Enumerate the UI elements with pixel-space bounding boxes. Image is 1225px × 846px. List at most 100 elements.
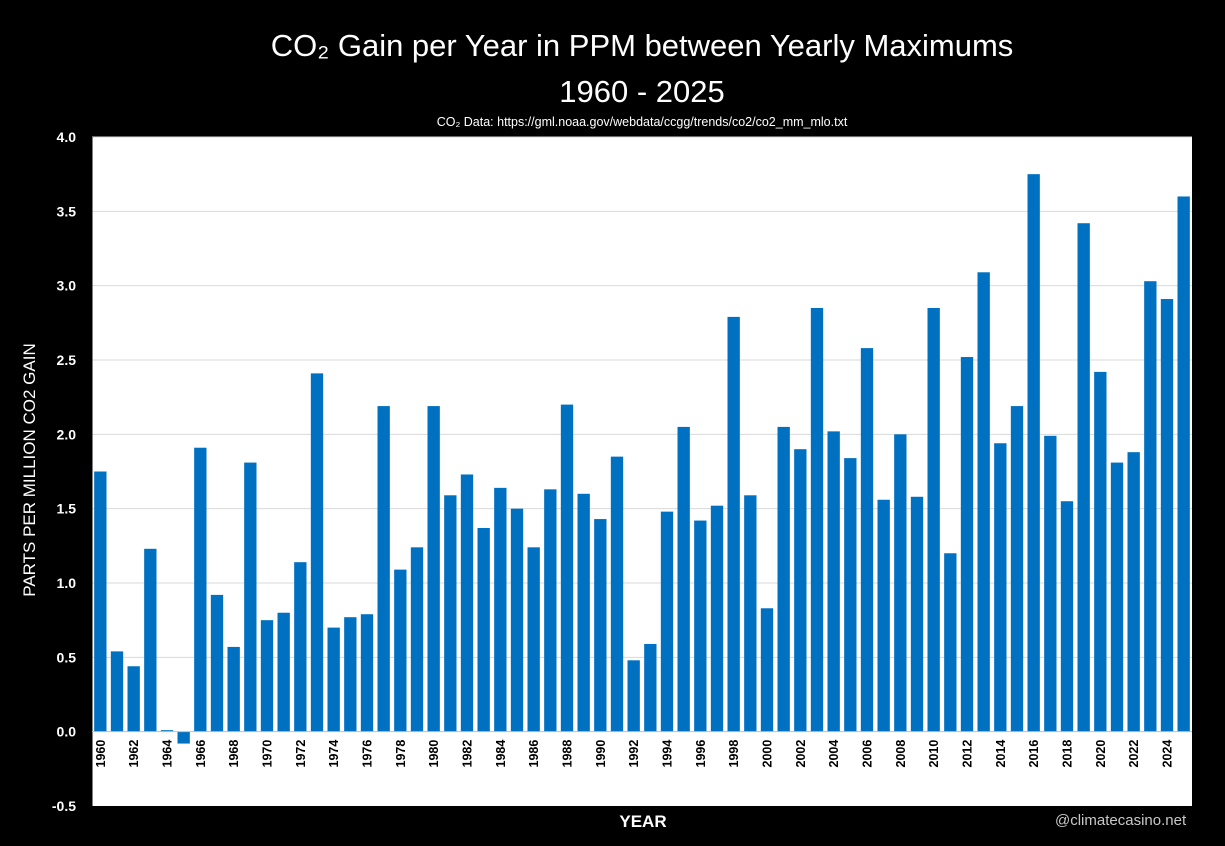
x-tick-label: 1974 bbox=[327, 740, 341, 768]
bar-1969 bbox=[244, 462, 257, 732]
bar-2025 bbox=[1177, 196, 1190, 732]
bar-1988 bbox=[560, 404, 574, 732]
bar-1990 bbox=[594, 519, 607, 732]
x-tick-label: 1988 bbox=[561, 740, 575, 768]
bar-1981 bbox=[444, 495, 457, 732]
x-tick-label: 2024 bbox=[1161, 740, 1175, 768]
bar-1974 bbox=[327, 627, 340, 732]
x-tick-label: 2018 bbox=[1061, 740, 1075, 768]
bar-1971 bbox=[277, 612, 290, 732]
bar-2006 bbox=[860, 348, 874, 732]
y-tick-label: 2.5 bbox=[57, 352, 77, 368]
bar-2005 bbox=[844, 458, 857, 732]
y-tick-label: 4.0 bbox=[57, 129, 77, 145]
y-tick-label: -0.5 bbox=[52, 798, 76, 814]
bar-1999 bbox=[744, 495, 757, 732]
bar-2020 bbox=[1094, 371, 1107, 732]
x-tick-label: 1976 bbox=[361, 740, 375, 768]
bar-2010 bbox=[927, 307, 940, 732]
bar-1966 bbox=[194, 447, 207, 732]
bar-1993 bbox=[644, 643, 657, 732]
x-tick-label: 1982 bbox=[461, 740, 475, 768]
bar-2007 bbox=[877, 499, 890, 732]
data-source-note: CO₂ Data: https://gml.noaa.gov/webdata/c… bbox=[436, 115, 848, 129]
watermark: @climatecasino.net bbox=[1055, 812, 1187, 829]
bar-2019 bbox=[1077, 223, 1090, 732]
bar-2000 bbox=[760, 608, 774, 732]
x-tick-label: 1990 bbox=[594, 740, 608, 768]
bar-2009 bbox=[910, 496, 924, 732]
bar-2002 bbox=[794, 449, 807, 732]
bar-2012 bbox=[960, 357, 974, 732]
x-tick-label: 1994 bbox=[661, 740, 675, 768]
bar-1963 bbox=[144, 548, 157, 732]
x-tick-label: 2008 bbox=[894, 740, 908, 768]
bar-1995 bbox=[677, 426, 690, 732]
y-tick-label: 1.5 bbox=[57, 501, 77, 517]
bar-1994 bbox=[660, 511, 674, 732]
bar-1980 bbox=[427, 406, 440, 732]
x-tick-label: 1998 bbox=[727, 740, 741, 768]
bar-1992 bbox=[627, 660, 640, 732]
bars bbox=[94, 174, 1190, 744]
x-tick-label: 2022 bbox=[1127, 740, 1141, 768]
x-tick-label: 1996 bbox=[694, 740, 708, 768]
x-tick-label: 1968 bbox=[227, 740, 241, 768]
bar-1982 bbox=[460, 474, 474, 732]
x-tick-label: 1984 bbox=[494, 740, 508, 768]
gridlines bbox=[92, 136, 1192, 658]
bar-2018 bbox=[1060, 501, 1074, 732]
y-tick-label: 0.0 bbox=[57, 724, 77, 740]
bar-1985 bbox=[510, 508, 524, 732]
x-tick-label: 2016 bbox=[1027, 740, 1041, 768]
x-tick-label: 2004 bbox=[827, 740, 841, 768]
bar-1965 bbox=[177, 731, 190, 744]
bar-1998 bbox=[727, 316, 740, 732]
bar-2023 bbox=[1144, 281, 1157, 732]
bar-2015 bbox=[1010, 406, 1024, 732]
y-tick-label: 0.5 bbox=[57, 649, 77, 665]
bar-2011 bbox=[944, 553, 957, 732]
bar-1991 bbox=[610, 456, 624, 732]
chart-subtitle: 1960 - 2025 bbox=[559, 74, 725, 109]
bar-1964 bbox=[160, 730, 174, 732]
y-tick-label: 3.5 bbox=[57, 203, 77, 219]
plot-area bbox=[92, 137, 1192, 806]
bar-2016 bbox=[1027, 174, 1040, 732]
x-tick-label: 1972 bbox=[294, 740, 308, 768]
chart-title: CO₂ Gain per Year in PPM between Yearly … bbox=[270, 28, 1014, 63]
x-axis: 1960 1962 1964 1966 1968 1970 1972 1974 1976 1978… bbox=[92, 731, 1192, 768]
x-axis-label: YEAR bbox=[619, 812, 667, 831]
bar-1983 bbox=[477, 527, 490, 732]
x-tick-label: 1960 bbox=[94, 740, 108, 768]
bar-1987 bbox=[544, 489, 557, 732]
bar-2013 bbox=[977, 272, 990, 732]
bar-1960 bbox=[94, 471, 107, 732]
x-tick-label: 1966 bbox=[194, 740, 208, 768]
x-tick-label: 2000 bbox=[761, 740, 775, 768]
x-tick-label: 2010 bbox=[927, 740, 941, 768]
x-tick-label: 2012 bbox=[961, 740, 975, 768]
bar-1976 bbox=[360, 614, 374, 732]
bar-1967 bbox=[210, 594, 224, 732]
bar-2008 bbox=[894, 434, 907, 732]
bar-1989 bbox=[577, 493, 590, 732]
bar-2001 bbox=[777, 426, 790, 732]
x-tick-label: 1964 bbox=[161, 740, 175, 768]
bar-1973 bbox=[310, 373, 324, 732]
x-tick-label: 1992 bbox=[627, 740, 641, 768]
x-tick-label: 2002 bbox=[794, 740, 808, 768]
x-tick-label: 1980 bbox=[427, 740, 441, 768]
bar-2014 bbox=[994, 443, 1007, 732]
x-tick-label: 1978 bbox=[394, 740, 408, 768]
bar-1986 bbox=[527, 547, 540, 732]
x-tick-label: 2020 bbox=[1094, 740, 1108, 768]
bar-1961 bbox=[110, 651, 124, 732]
bar-1978 bbox=[394, 569, 407, 732]
bar-2003 bbox=[810, 307, 824, 732]
bar-1968 bbox=[227, 646, 240, 732]
bar-1996 bbox=[694, 520, 707, 732]
bar-1984 bbox=[494, 487, 507, 732]
bar-1970 bbox=[260, 620, 274, 732]
